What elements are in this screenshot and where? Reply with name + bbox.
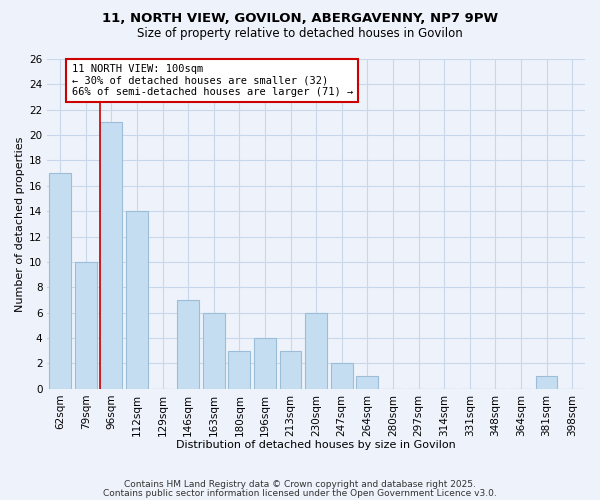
Text: 11, NORTH VIEW, GOVILON, ABERGAVENNY, NP7 9PW: 11, NORTH VIEW, GOVILON, ABERGAVENNY, NP… xyxy=(102,12,498,26)
Bar xyxy=(356,376,378,389)
Bar xyxy=(203,312,224,389)
Bar xyxy=(229,351,250,389)
Bar xyxy=(254,338,276,389)
Text: Contains public sector information licensed under the Open Government Licence v3: Contains public sector information licen… xyxy=(103,488,497,498)
Bar xyxy=(126,211,148,389)
Text: 11 NORTH VIEW: 100sqm
← 30% of detached houses are smaller (32)
66% of semi-deta: 11 NORTH VIEW: 100sqm ← 30% of detached … xyxy=(71,64,353,98)
Text: Size of property relative to detached houses in Govilon: Size of property relative to detached ho… xyxy=(137,28,463,40)
Bar xyxy=(49,173,71,389)
Y-axis label: Number of detached properties: Number of detached properties xyxy=(15,136,25,312)
Bar xyxy=(305,312,327,389)
Bar xyxy=(280,351,301,389)
Bar xyxy=(331,364,353,389)
X-axis label: Distribution of detached houses by size in Govilon: Distribution of detached houses by size … xyxy=(176,440,456,450)
Bar xyxy=(100,122,122,389)
Bar xyxy=(177,300,199,389)
Bar xyxy=(536,376,557,389)
Text: Contains HM Land Registry data © Crown copyright and database right 2025.: Contains HM Land Registry data © Crown c… xyxy=(124,480,476,489)
Bar xyxy=(75,262,97,389)
